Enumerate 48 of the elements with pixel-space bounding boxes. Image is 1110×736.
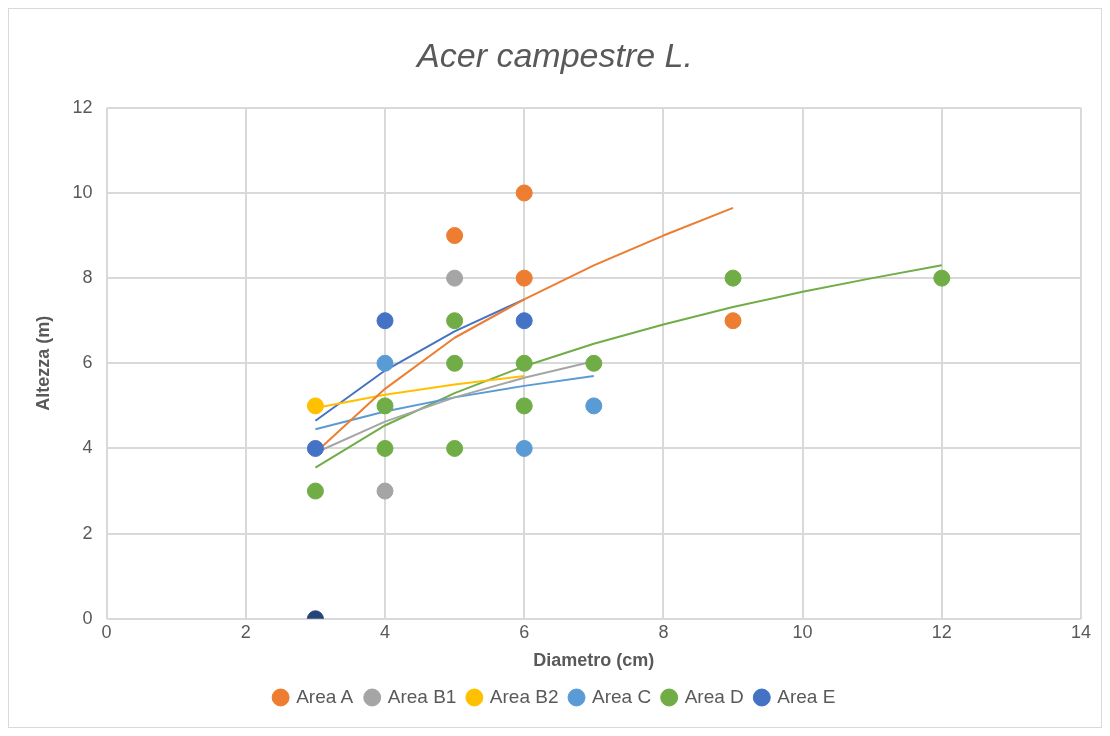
point	[306, 439, 324, 457]
point	[446, 312, 464, 330]
point	[376, 397, 394, 415]
point	[515, 184, 533, 202]
point	[376, 354, 394, 372]
y-tick-label: 10	[72, 181, 93, 202]
x-tick-label: 14	[1070, 621, 1092, 642]
y-tick-label: 2	[82, 522, 93, 543]
legend-label: Area A	[296, 685, 354, 707]
point	[446, 269, 464, 287]
y-tick-label: 4	[82, 437, 93, 458]
x-tick-label: 8	[658, 621, 669, 642]
x-tick-label: 4	[380, 621, 391, 642]
point	[306, 397, 324, 415]
point	[724, 312, 742, 330]
y-axis-title: Altezza (m)	[32, 315, 53, 411]
point	[376, 439, 394, 457]
point	[585, 354, 603, 372]
y-tick-label: 8	[82, 267, 93, 288]
point	[376, 482, 394, 500]
point	[585, 397, 603, 415]
legend-label: Area E	[777, 685, 836, 707]
point	[515, 312, 533, 330]
point	[933, 269, 951, 287]
point	[376, 312, 394, 330]
legend-label: Area D	[684, 685, 744, 707]
point	[446, 439, 464, 457]
y-tick-label: 0	[82, 607, 93, 628]
x-tick-label: 12	[931, 621, 952, 642]
point	[446, 227, 464, 245]
point	[515, 269, 533, 287]
point	[724, 269, 742, 287]
x-tick-label: 10	[792, 621, 813, 642]
point	[515, 439, 533, 457]
y-tick-label: 12	[72, 96, 93, 117]
x-axis-title: Diametro (cm)	[533, 650, 655, 671]
x-tick-label: 2	[240, 621, 251, 642]
x-tick-label: 6	[519, 621, 530, 642]
point	[515, 397, 533, 415]
legend-label: Area C	[592, 685, 652, 707]
chart-title: Acer campestre L.	[415, 35, 693, 74]
point	[515, 354, 533, 372]
x-tick-label: 0	[101, 621, 112, 642]
legend-label: Area B2	[489, 685, 559, 707]
point	[446, 354, 464, 372]
point	[306, 482, 324, 500]
legend-label: Area B1	[387, 685, 457, 707]
y-tick-label: 6	[82, 352, 93, 373]
